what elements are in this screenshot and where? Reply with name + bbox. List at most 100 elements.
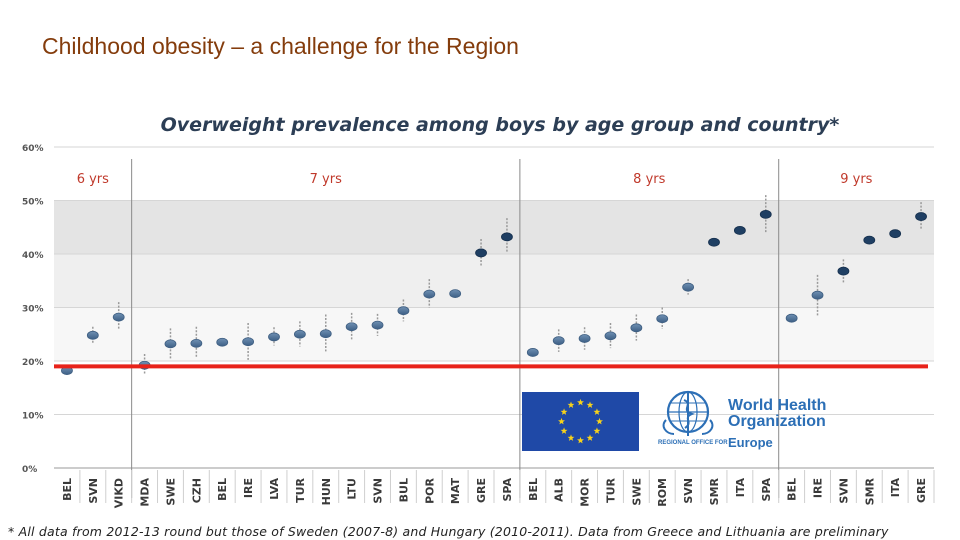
group-label: 8 yrs xyxy=(633,172,665,187)
data-point xyxy=(837,266,850,276)
eu-star-icon xyxy=(577,398,584,406)
who-emblem-icon xyxy=(662,390,714,436)
data-point xyxy=(293,329,306,339)
data-point xyxy=(268,332,280,342)
y-tick-label: 40% xyxy=(22,251,44,261)
eu-star-icon xyxy=(567,434,575,441)
footnote: * All data from 2012-13 round but those … xyxy=(8,524,889,539)
y-tick-label: 30% xyxy=(22,305,44,315)
data-point xyxy=(216,337,229,347)
x-tick-label: IRE xyxy=(812,478,825,498)
x-tick-label: SVN xyxy=(87,478,100,504)
group-label: 9 yrs xyxy=(840,172,872,187)
eu-star-icon xyxy=(567,401,575,408)
x-tick-label: SVN xyxy=(372,478,385,504)
y-tick-label: 60% xyxy=(22,144,44,154)
x-tick-label: GRE xyxy=(915,478,928,503)
x-tick-label: POR xyxy=(423,477,436,503)
x-tick-label: MAT xyxy=(449,478,462,505)
data-point xyxy=(371,320,384,330)
who-logo: World Health Organization REGIONAL OFFIC… xyxy=(658,390,848,454)
x-tick-label: SVN xyxy=(682,478,695,504)
data-point xyxy=(811,290,824,300)
eu-star-icon xyxy=(596,417,603,425)
data-point xyxy=(759,210,772,219)
data-point xyxy=(190,338,203,348)
x-tick-label: CZH xyxy=(190,478,203,503)
data-point xyxy=(86,330,99,340)
shaded-band xyxy=(54,254,934,308)
x-tick-label: BEL xyxy=(216,478,229,501)
eu-star-icon xyxy=(577,436,584,444)
data-point xyxy=(915,212,927,221)
data-point xyxy=(112,312,125,322)
shaded-band xyxy=(54,307,934,361)
data-point xyxy=(449,289,462,298)
x-tick-label: SPA xyxy=(501,478,514,502)
x-tick-label: SVN xyxy=(837,478,850,504)
x-tick-label: TUR xyxy=(294,477,307,502)
data-point xyxy=(604,331,617,341)
data-point xyxy=(733,226,746,235)
slide-title: Childhood obesity – a challenge for the … xyxy=(42,33,519,59)
x-tick-label: LVA xyxy=(268,478,281,500)
data-point xyxy=(889,229,902,239)
x-tick-label: ITA xyxy=(734,478,747,498)
x-tick-label: ITA xyxy=(889,478,902,498)
data-point xyxy=(578,334,591,343)
x-tick-label: SWE xyxy=(630,478,643,506)
data-point xyxy=(682,282,695,292)
eu-star-icon xyxy=(586,434,594,441)
data-point xyxy=(397,306,410,316)
x-tick-label: SMR xyxy=(708,477,721,505)
data-point xyxy=(656,314,669,324)
eu-flag-icon xyxy=(522,392,639,451)
data-point xyxy=(242,337,255,347)
x-tick-label: MDA xyxy=(139,478,152,507)
data-point xyxy=(345,322,358,332)
eu-flag-logo xyxy=(522,392,639,451)
x-tick-label: BEL xyxy=(61,478,74,501)
y-tick-label: 50% xyxy=(22,198,44,208)
data-point xyxy=(708,237,720,247)
eu-star-icon xyxy=(560,427,568,434)
x-tick-label: BEL xyxy=(786,478,799,501)
x-tick-label: SWE xyxy=(164,478,177,506)
x-tick-label: SMR xyxy=(863,477,876,505)
eu-star-icon xyxy=(586,401,594,408)
data-point xyxy=(630,323,643,333)
data-point xyxy=(552,336,565,346)
y-tick-label: 20% xyxy=(22,358,44,368)
y-tick-label: 0% xyxy=(22,465,37,475)
x-tick-label: ALB xyxy=(553,478,566,502)
eu-star-icon xyxy=(593,408,601,415)
x-tick-label: LTU xyxy=(346,478,359,500)
x-tick-label: BEL xyxy=(527,478,540,501)
x-tick-label: SPA xyxy=(760,478,773,502)
x-tick-label: MOR xyxy=(579,477,592,506)
x-tick-label: TUR xyxy=(604,477,617,502)
x-tick-label: ROM xyxy=(656,478,669,507)
data-point xyxy=(863,235,876,245)
data-point xyxy=(526,348,539,357)
x-tick-label: GRE xyxy=(475,478,488,503)
who-name-line1: World Health xyxy=(728,397,827,414)
who-subtitle: REGIONAL OFFICE FOR xyxy=(658,440,728,446)
data-point xyxy=(501,232,513,242)
eu-star-icon xyxy=(593,427,601,434)
data-point xyxy=(475,248,487,258)
x-tick-label: VIKD xyxy=(113,478,126,508)
eu-star-icon xyxy=(558,417,565,425)
data-point xyxy=(423,289,436,299)
y-tick-label: 10% xyxy=(22,412,44,422)
shaded-band xyxy=(54,200,934,254)
data-point xyxy=(164,339,177,349)
data-point xyxy=(319,329,332,339)
eu-star-icon xyxy=(560,408,568,415)
group-label: 7 yrs xyxy=(310,172,342,187)
chart-title: Overweight prevalence among boys by age … xyxy=(161,114,840,136)
who-region: Europe xyxy=(728,435,773,450)
group-label: 6 yrs xyxy=(77,172,109,187)
x-tick-label: HUN xyxy=(320,478,333,505)
